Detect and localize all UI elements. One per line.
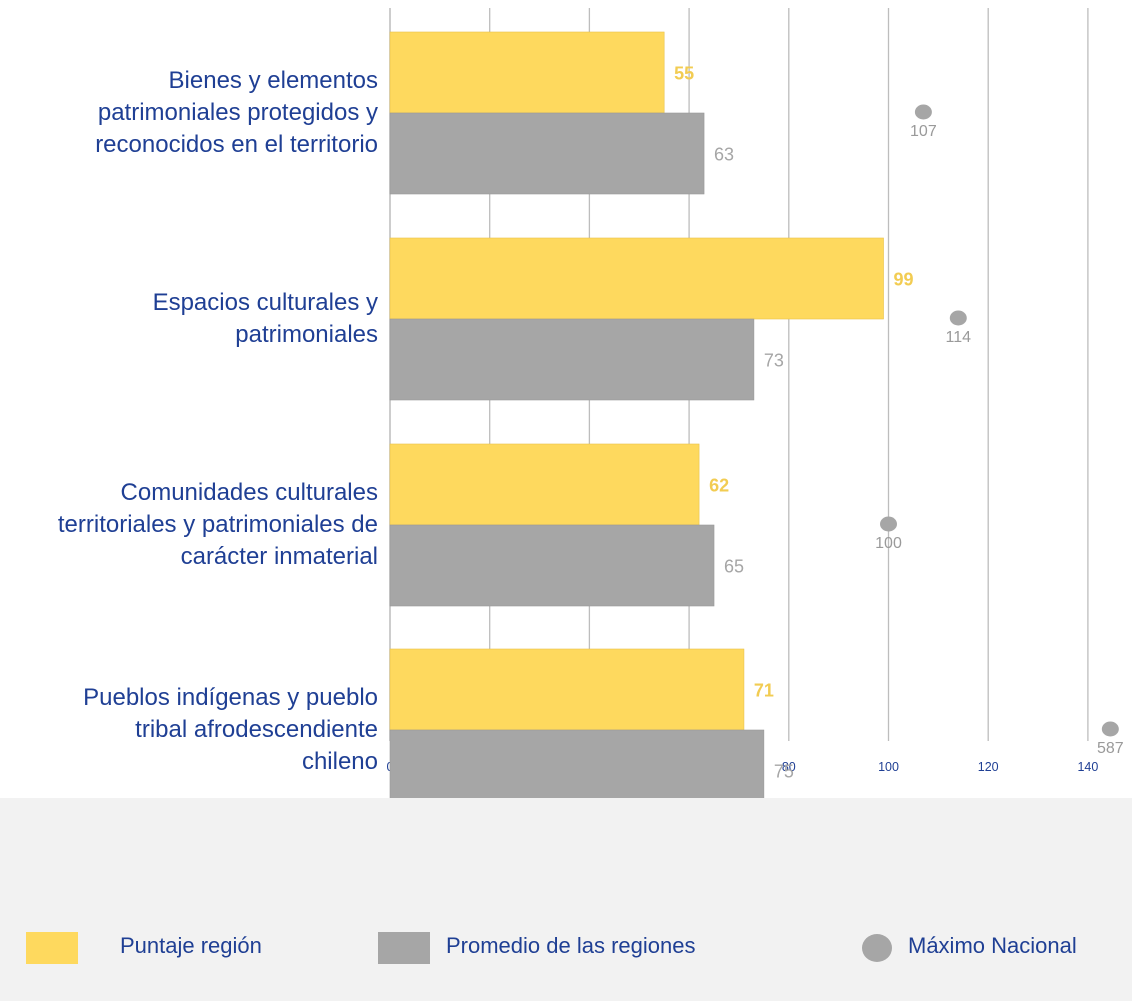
- x-tick-label: 100: [878, 760, 899, 774]
- category-label: Comunidades culturales territoriales y pa…: [8, 477, 378, 573]
- bar-puntaje-region: [389, 648, 745, 731]
- legend-swatch-puntaje-region: [26, 932, 78, 964]
- bar-promedio-regiones: [389, 524, 715, 607]
- value-label-puntaje-region: 62: [709, 476, 729, 496]
- value-label-promedio-regiones: 65: [724, 557, 744, 577]
- category-label-line: Bienes y elementos: [168, 67, 378, 94]
- bar-puntaje-region: [389, 237, 884, 320]
- marker-value-label: 587: [1097, 740, 1124, 757]
- legend: Puntaje región Promedio de las regiones …: [0, 798, 1132, 1001]
- bar-promedio-regiones: [389, 318, 755, 401]
- bar-promedio-regiones: [389, 112, 705, 195]
- bar-promedio-regiones: [389, 729, 765, 798]
- value-label-puntaje-region: 99: [894, 270, 914, 290]
- marker-maximo-nacional: [914, 104, 932, 120]
- legend-label: Máximo Nacional: [908, 933, 1077, 958]
- marker-maximo-nacional: [1101, 721, 1119, 737]
- category-label: Espacios culturales y patrimoniales: [8, 287, 378, 351]
- marker-maximo-nacional: [880, 516, 897, 532]
- legend-swatch-promedio-regiones: [378, 932, 430, 964]
- category-label: Bienes y elementos patrimoniales protegid…: [8, 65, 378, 161]
- category-label-line: territoriales y patrimoniales de: [57, 511, 378, 538]
- category-label-line: patrimoniales: [235, 321, 378, 348]
- x-tick-label: 120: [978, 760, 999, 774]
- legend-label: Promedio de las regiones: [446, 933, 696, 958]
- legend-label: Puntaje región: [120, 933, 262, 958]
- category-label-line: carácter inmaterial: [180, 543, 378, 570]
- value-label-puntaje-region: 55: [674, 64, 694, 84]
- marker-value-label: 107: [910, 123, 937, 140]
- bar-chart: 0204060801001201405599627163736575107114…: [387, 8, 1124, 798]
- marker-value-label: 114: [946, 329, 972, 346]
- bar-puntaje-region: [389, 443, 700, 526]
- x-tick-label: 140: [1077, 760, 1098, 774]
- value-label-promedio-regiones: 73: [764, 351, 784, 371]
- marker-value-label: 100: [875, 535, 902, 552]
- category-label-line: patrimoniales protegidos y: [97, 99, 378, 126]
- value-label-puntaje-region: 71: [754, 681, 774, 701]
- category-label-line: Comunidades culturales: [120, 479, 378, 506]
- value-label-promedio-regiones: 75: [774, 762, 794, 782]
- x-tick-label: 80: [782, 760, 796, 774]
- category-label-line: Espacios culturales y: [152, 289, 378, 316]
- category-label-line: chileno: [301, 748, 378, 775]
- category-label-line: Pueblos indígenas y pueblo: [83, 684, 378, 711]
- legend-marker-maximo-nacional: [862, 934, 892, 962]
- marker-maximo-nacional: [949, 310, 967, 326]
- category-label-line: reconocidos en el territorio: [95, 131, 378, 158]
- bar-puntaje-region: [389, 31, 665, 114]
- category-label: Pueblos indígenas y pueblo tribal afrodes…: [8, 682, 378, 778]
- value-label-promedio-regiones: 63: [714, 145, 734, 165]
- category-label-line: tribal afrodescendiente: [135, 716, 378, 743]
